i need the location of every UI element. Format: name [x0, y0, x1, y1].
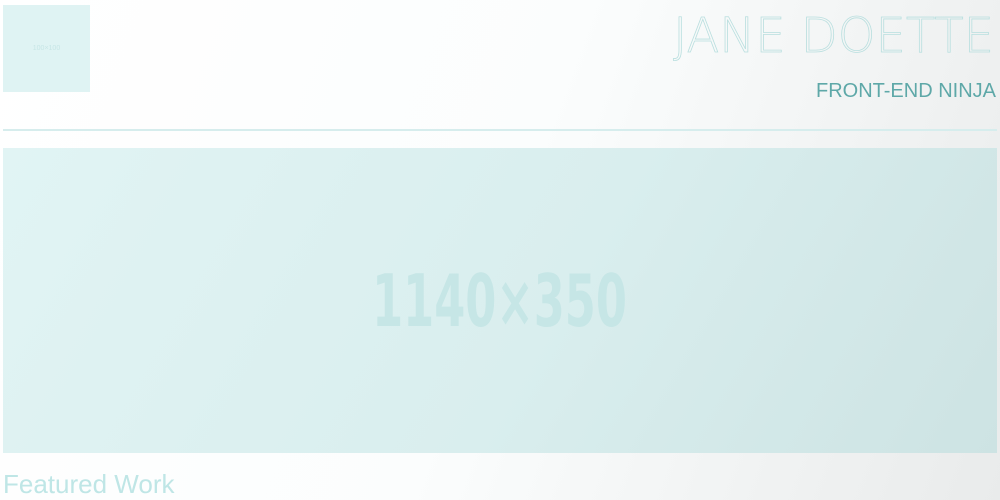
site-title: JANE DOETTE	[673, 8, 995, 65]
hero-image: 1140×350	[3, 148, 997, 453]
divider	[3, 129, 997, 131]
section-title: Featured Work	[3, 469, 175, 499]
logo-text: 100×100	[32, 45, 61, 52]
logo[interactable]: 100×100	[3, 5, 90, 92]
site-subtitle: FRONT-END NINJA	[816, 80, 996, 102]
hero-label: 1140×350	[372, 258, 628, 343]
